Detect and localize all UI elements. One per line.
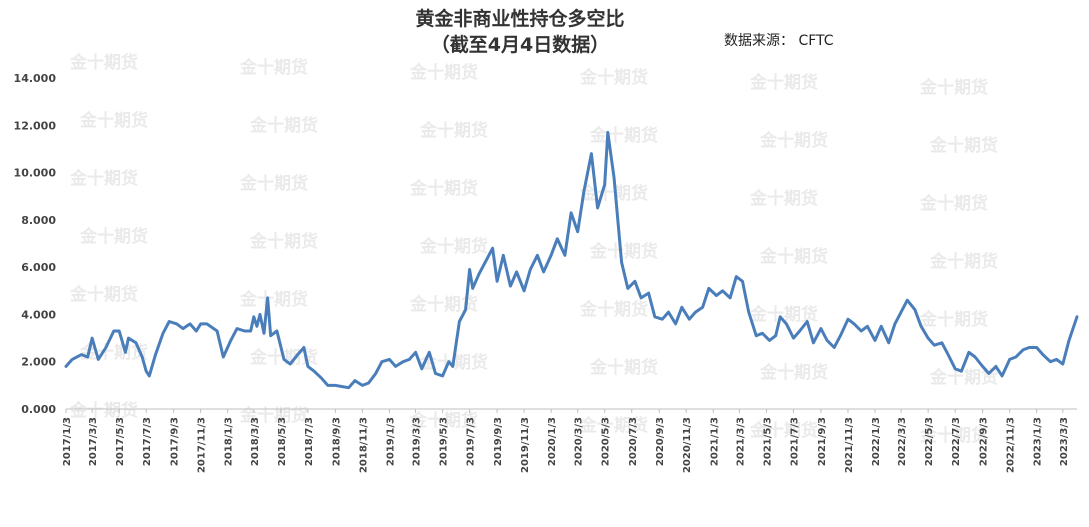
watermark-text: 金十期货: [919, 193, 988, 214]
watermark-text: 金十期货: [409, 410, 478, 431]
x-tick-label: 2021/11/3: [844, 417, 855, 473]
x-tick-label: 2022/3/3: [897, 417, 908, 466]
watermark-text: 金十期货: [919, 309, 988, 330]
watermark-text: 金十期货: [409, 294, 478, 315]
series-line: [64, 130, 1079, 390]
watermark-text: 金十期货: [749, 72, 818, 93]
watermark-text: 金十期货: [929, 135, 998, 156]
watermark-text: 金十期货: [69, 400, 138, 421]
y-tick-label: 6.000: [21, 261, 56, 274]
watermark-text: 金十期货: [69, 284, 138, 305]
chart-title-line2: （截至4月4日数据）: [430, 34, 610, 56]
x-tick-label: 2023/3/3: [1059, 417, 1070, 466]
x-tick-label: 2017/7/3: [142, 417, 153, 466]
x-tick-label: 2018/5/3: [277, 417, 288, 466]
watermark-text: 金十期货: [759, 246, 828, 267]
watermark-text: 金十期货: [749, 420, 818, 441]
watermark-text: 金十期货: [249, 231, 318, 252]
y-axis-ticks: 0.000 2.000 4.000 6.000 8.000 10.000 12.000 14.…: [14, 72, 57, 416]
x-tick-label: 2022/7/3: [951, 417, 962, 466]
watermark-text: 金十期货: [409, 178, 478, 199]
y-tick-label: 4.000: [21, 308, 56, 321]
watermark-text: 金十期货: [239, 57, 308, 78]
watermark-text: 金十期货: [239, 405, 308, 426]
data-source-label: 数据来源： CFTC: [724, 33, 834, 49]
x-tick-label: 2017/3/3: [88, 417, 99, 466]
watermark-text: 金十期货: [589, 241, 658, 262]
x-tick-label: 2022/11/3: [1006, 417, 1017, 473]
y-tick-label: 12.000: [14, 119, 57, 132]
x-tick-label: 2020/9/3: [655, 417, 666, 466]
x-tick-label: 2018/3/3: [250, 417, 261, 466]
x-tick-label: 2020/5/3: [601, 417, 612, 466]
watermark-text: 金十期货: [589, 125, 658, 146]
x-tick-label: 2020/11/3: [682, 417, 693, 473]
watermark-text: 金十期货: [919, 425, 988, 446]
y-tick-label: 0.000: [21, 403, 56, 416]
x-tick-label: 2021/1/3: [709, 417, 720, 466]
x-tick-label: 2021/3/3: [735, 417, 746, 466]
y-tick-label: 10.000: [14, 167, 57, 180]
watermark-text: 金十期货: [759, 130, 828, 151]
x-tick-label: 2019/7/3: [466, 417, 477, 466]
x-tick-label: 2017/5/3: [115, 417, 126, 466]
watermark-text: 金十期货: [919, 77, 988, 98]
x-tick-label: 2020/3/3: [574, 417, 585, 466]
watermark-text: 金十期货: [79, 110, 148, 131]
x-tick-label: 2023/1/3: [1033, 417, 1044, 466]
watermark-text: 金十期货: [929, 251, 998, 272]
x-tick-label: 2018/11/3: [358, 417, 369, 473]
y-tick-label: 14.000: [14, 72, 57, 85]
watermark-text: 金十期货: [579, 415, 648, 436]
x-tick-label: 2022/1/3: [871, 417, 882, 466]
watermark-text: 金十期货: [69, 52, 138, 73]
x-tick-label: 2021/7/3: [789, 417, 800, 466]
watermark-text: 金十期货: [419, 120, 488, 141]
y-tick-label: 8.000: [21, 214, 56, 227]
x-tick-label: 2018/9/3: [331, 417, 342, 466]
x-tick-label: 2020/7/3: [628, 417, 639, 466]
chart-title-line1: 黄金非商业性持仓多空比: [415, 8, 625, 30]
watermark-text: 金十期货: [249, 115, 318, 136]
watermark-text: 金十期货: [79, 226, 148, 247]
watermark-text: 金十期货: [409, 62, 478, 83]
watermark-text: 金十期货: [579, 67, 648, 88]
watermark-text: 金十期货: [69, 168, 138, 189]
chart-title: 黄金非商业性持仓多空比 （截至4月4日数据）: [300, 6, 740, 58]
x-tick-label: 2017/1/3: [62, 417, 73, 466]
x-tick-label: 2021/5/3: [762, 417, 773, 466]
x-tick-label: 2017/11/3: [197, 417, 208, 473]
watermark-text: 金十期货: [759, 362, 828, 383]
series-layer: [64, 130, 1079, 390]
x-tick-label: 2022/9/3: [979, 417, 990, 466]
x-tick-label: 2021/9/3: [817, 417, 828, 466]
watermark-text: 金十期货: [239, 173, 308, 194]
y-tick-label: 2.000: [21, 356, 56, 369]
watermark-text: 金十期货: [749, 304, 818, 325]
x-tick-label: 2018/7/3: [304, 417, 315, 466]
x-tick-label: 2017/9/3: [170, 417, 181, 466]
x-tick-label: 2019/1/3: [385, 417, 396, 466]
watermark-text: 金十期货: [589, 357, 658, 378]
watermark-text: 金十期货: [239, 289, 308, 310]
x-tick-label: 2019/3/3: [412, 417, 423, 466]
x-axis-ticks: 2017/1/3 2017/3/3 2017/5/3 2017/7/3 2017/9/3…: [62, 409, 1070, 473]
x-tick-label: 2019/9/3: [493, 417, 504, 466]
watermark-text: 金十期货: [749, 188, 818, 209]
watermark-text: 金十期货: [419, 236, 488, 257]
x-tick-label: 2020/1/3: [547, 417, 558, 466]
x-tick-label: 2022/5/3: [924, 417, 935, 466]
watermark-text: 金十期货: [929, 367, 998, 388]
x-tick-label: 2019/5/3: [439, 417, 450, 466]
x-tick-label: 2018/1/3: [224, 417, 235, 466]
watermark-text: 金十期货: [579, 299, 648, 320]
x-tick-label: 2019/11/3: [520, 417, 531, 473]
